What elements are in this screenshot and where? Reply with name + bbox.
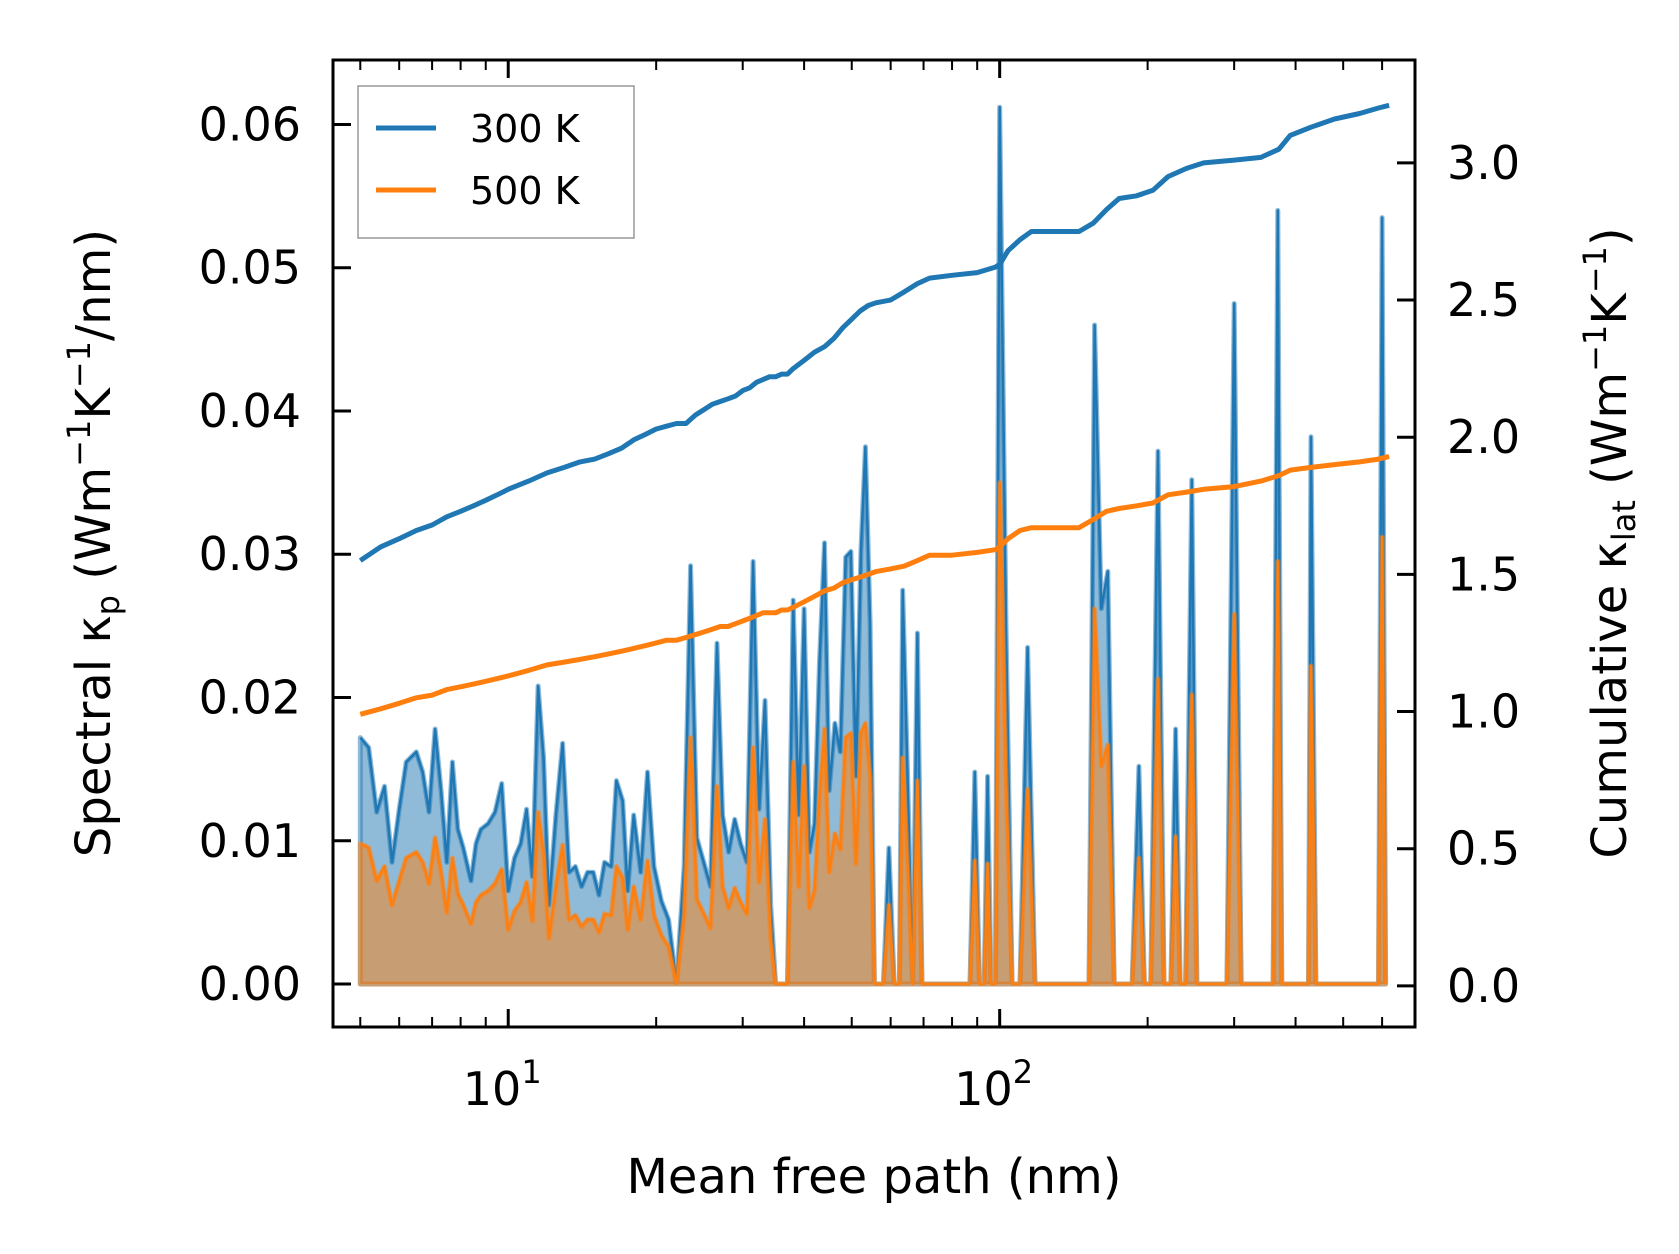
y-right-tick-label: 0.5 [1447, 822, 1520, 876]
y-right-tick-label: 1.5 [1447, 547, 1520, 601]
cumulative-line-300k [358, 102, 1390, 563]
spectral-line-500k [359, 481, 1387, 986]
x-axis-label: Mean free path (nm) [627, 1149, 1122, 1205]
legend: 300 K 500 K [357, 85, 635, 239]
cumulative-line-500k [359, 453, 1390, 717]
line-layer [358, 102, 1390, 717]
tick-layer: 0.00 0.01 0.02 0.03 0.04 0.05 0.06 0.0 0.5 1.0 1.5… [199, 60, 1520, 1116]
y-right-tick-label: 0.0 [1447, 959, 1520, 1013]
y-left-tick-label: 0.01 [199, 814, 301, 868]
y-right-axis-label: Cumulative κlat (Wm−1K−1) [1576, 227, 1643, 858]
x-tick-label: 101 [463, 1053, 542, 1116]
y-left-tick-label: 0.00 [199, 957, 301, 1011]
legend-frame [357, 85, 635, 239]
y-right-tick-label: 2.5 [1447, 273, 1520, 327]
legend-label-300k: 300 K [470, 107, 581, 151]
plot-frame [331, 58, 1417, 1029]
y-left-axis-label: Spectral κp (Wm−1K−1/nm) [60, 229, 127, 857]
legend-label-500k: 500 K [470, 169, 581, 213]
y-left-tick-label: 0.06 [199, 97, 301, 151]
y-left-tick-label: 0.02 [199, 671, 301, 725]
y-left-tick-label: 0.05 [199, 241, 301, 295]
y-right-tick-label: 3.0 [1447, 136, 1520, 190]
y-left-tick-label: 0.03 [199, 527, 301, 581]
fill-layer [357, 104, 1389, 987]
y-left-tick-label: 0.04 [199, 384, 301, 438]
x-tick-label: 102 [954, 1053, 1033, 1116]
y-right-tick-label: 1.0 [1447, 685, 1520, 739]
y-right-tick-label: 2.0 [1447, 410, 1520, 464]
